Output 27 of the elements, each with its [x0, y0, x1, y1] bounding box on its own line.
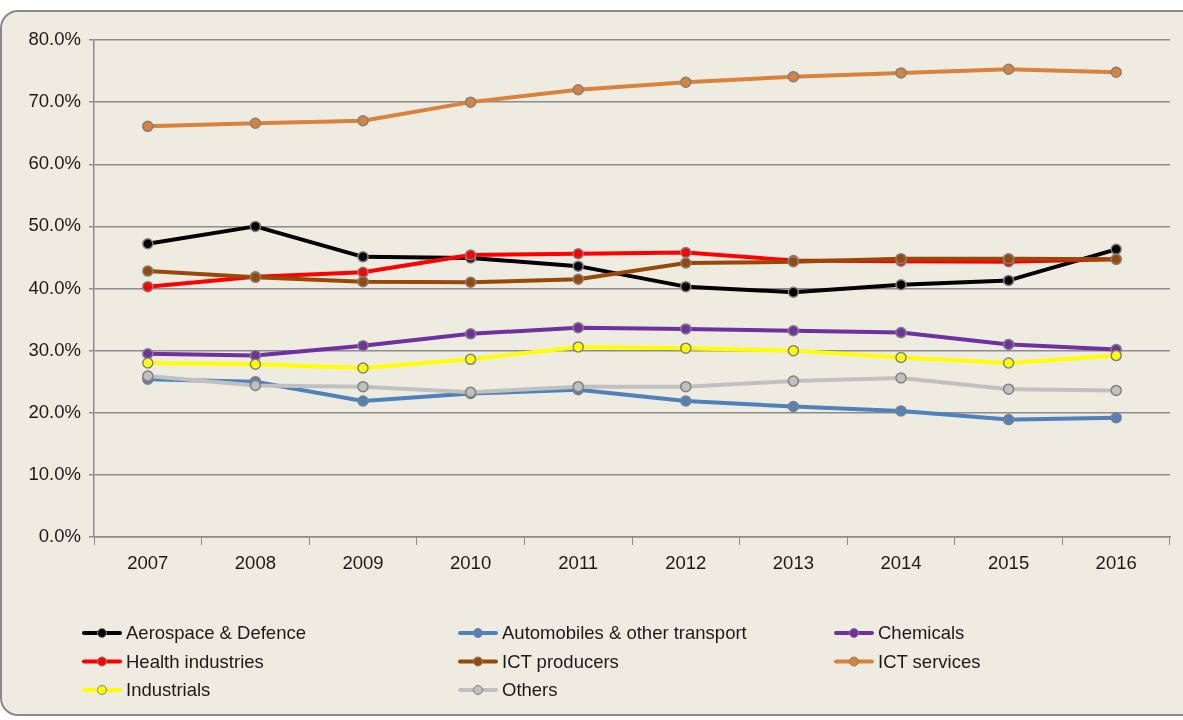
- y-tick-label: 70.0%: [28, 90, 81, 112]
- y-tick-label: 10.0%: [28, 462, 81, 484]
- legend-label: Chemicals: [878, 622, 965, 644]
- x-tick-label: 2013: [772, 552, 814, 574]
- y-tick-label: 20.0%: [28, 400, 81, 422]
- legend-label: Others: [502, 679, 558, 701]
- x-tick-label: 2008: [234, 552, 276, 574]
- x-tick-label: 2012: [665, 552, 707, 574]
- x-tick-label: 2016: [1095, 552, 1137, 574]
- legend-label: Health industries: [126, 650, 264, 672]
- x-tick-label: 2007: [127, 552, 169, 574]
- y-tick-label: 60.0%: [28, 152, 81, 174]
- x-tick-label: 2010: [450, 552, 492, 574]
- legend-label: Aerospace & Defence: [126, 622, 306, 644]
- y-tick-label: 80.0%: [28, 28, 81, 50]
- legend-label: Industrials: [126, 679, 211, 701]
- y-tick-label: 30.0%: [28, 338, 81, 360]
- x-tick-label: 2009: [342, 552, 384, 574]
- x-tick-label: 2015: [988, 552, 1030, 574]
- y-tick-label: 50.0%: [28, 214, 81, 236]
- legend-label: Automobiles & other transport: [502, 622, 747, 644]
- x-tick-label: 2011: [558, 552, 599, 574]
- legend-label: ICT services: [878, 650, 981, 672]
- y-tick-label: 0.0%: [38, 525, 81, 547]
- y-tick-label: 40.0%: [28, 276, 81, 298]
- legend-label: ICT producers: [502, 650, 619, 672]
- x-tick-label: 2014: [880, 552, 922, 574]
